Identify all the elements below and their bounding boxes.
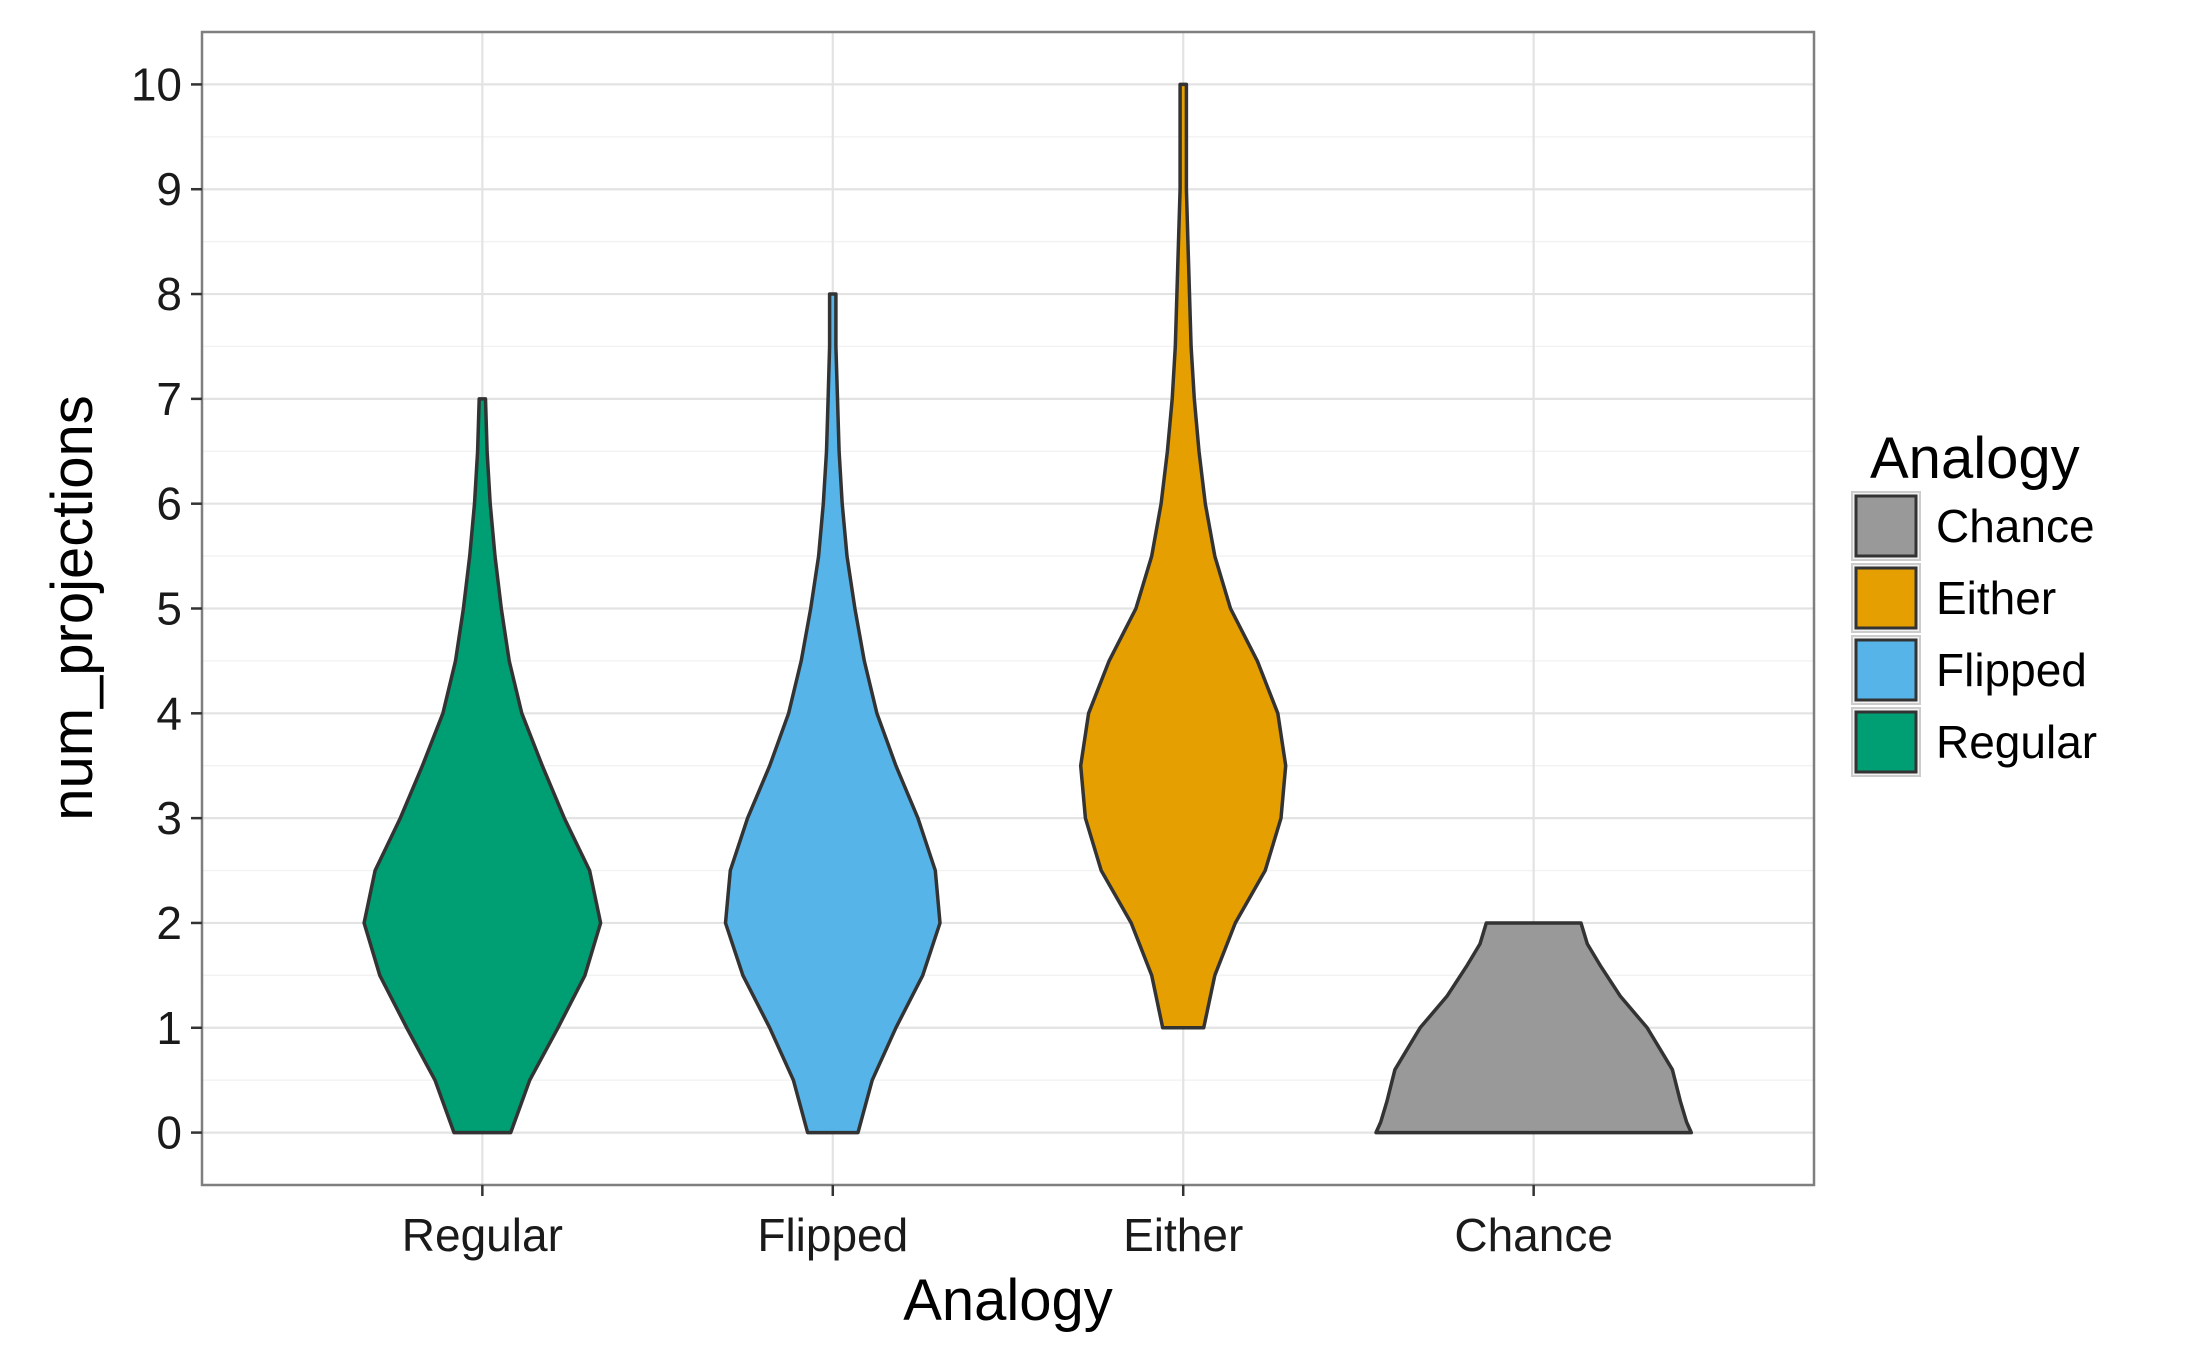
y-tick-label: 0 <box>156 1107 182 1159</box>
y-tick-label: 2 <box>156 897 182 949</box>
violin-flipped <box>723 292 942 1135</box>
y-tick-label: 1 <box>156 1002 182 1054</box>
x-axis: Regular Flipped Either Chance <box>402 1185 1613 1261</box>
violin-either <box>1078 82 1288 1030</box>
legend-swatch-either <box>1854 566 1918 630</box>
x-axis-title: Analogy <box>903 1268 1113 1333</box>
legend-swatch-flipped <box>1854 638 1918 702</box>
legend-entries: Chance Either Flipped Regular <box>1851 491 2097 777</box>
y-tick-label: 10 <box>131 58 182 110</box>
x-tick-label: Regular <box>402 1209 563 1261</box>
legend-swatch-chance <box>1854 494 1918 558</box>
y-tick-label: 7 <box>156 373 182 425</box>
violin-regular <box>362 397 603 1135</box>
y-tick-label: 8 <box>156 268 182 320</box>
legend-title: Analogy <box>1870 426 2080 491</box>
legend-label-flipped: Flipped <box>1936 644 2087 696</box>
legend-label-chance: Chance <box>1936 500 2095 552</box>
y-axis-title: num_projections <box>40 395 105 821</box>
y-tick-label: 5 <box>156 583 182 635</box>
y-tick-label: 6 <box>156 478 182 530</box>
x-tick-label: Flipped <box>757 1209 908 1261</box>
legend-swatch-regular <box>1854 710 1918 774</box>
y-tick-label: 9 <box>156 163 182 215</box>
legend: Analogy Chance Either Flipped Regular <box>1851 426 2097 777</box>
plot-panel <box>200 30 1816 1187</box>
x-tick-label: Either <box>1123 1209 1243 1261</box>
violins <box>362 82 1694 1135</box>
y-tick-label: 3 <box>156 792 182 844</box>
legend-label-regular: Regular <box>1936 716 2097 768</box>
violin-chance <box>1374 921 1694 1135</box>
legend-label-either: Either <box>1936 572 2056 624</box>
y-tick-label: 4 <box>156 687 182 739</box>
y-axis: 0 1 2 3 4 5 6 7 8 9 10 <box>131 58 202 1159</box>
x-tick-label: Chance <box>1454 1209 1613 1261</box>
